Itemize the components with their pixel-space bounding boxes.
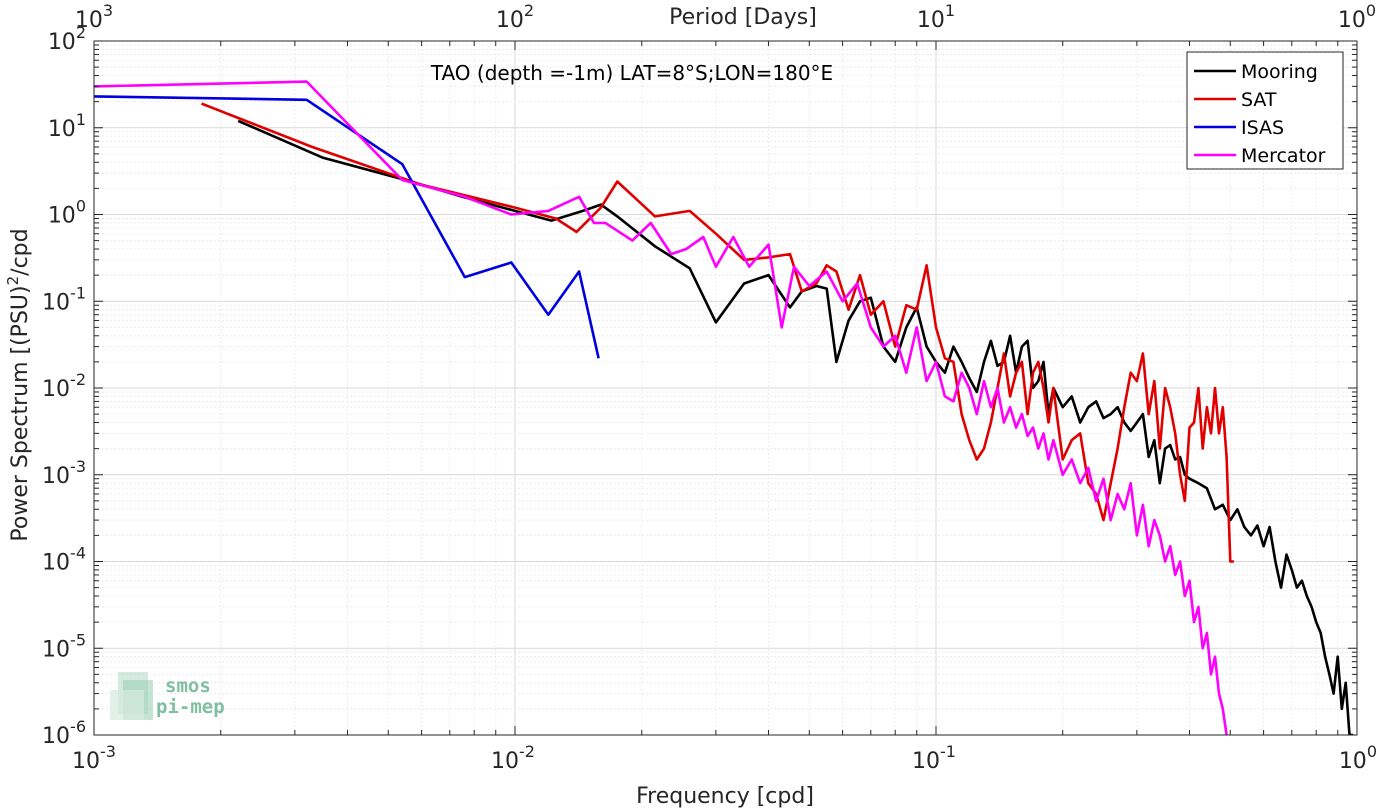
y-tick-label-exponent: -2 bbox=[70, 370, 86, 389]
y-tick-label-base: 10 bbox=[42, 290, 70, 315]
series-line-mercator bbox=[94, 80, 1228, 735]
y-tick-label-exponent: -1 bbox=[70, 283, 86, 302]
y-tick-label: 10-3 bbox=[42, 457, 86, 489]
legend-label-mercator: Mercator bbox=[1241, 145, 1326, 167]
y-tick-label: 10-6 bbox=[42, 717, 86, 749]
y-tick-label-exponent: 0 bbox=[76, 197, 86, 216]
logo-text-pimep: pi-mep bbox=[156, 696, 225, 718]
x-tick-label: 10-1 bbox=[912, 742, 956, 774]
x-tick-label-base: 10 bbox=[912, 749, 940, 774]
chart-title: TAO (depth =-1m) LAT=8°S;LON=180°E bbox=[430, 61, 833, 85]
x-tick-label-base: 10 bbox=[491, 749, 519, 774]
x-tick-label: 10-3 bbox=[72, 742, 116, 774]
grid bbox=[93, 41, 1357, 736]
x2-tick-label-base: 10 bbox=[75, 8, 103, 33]
series-line-sat bbox=[201, 102, 1234, 563]
x-tick-label: 10-2 bbox=[491, 742, 535, 774]
x2-tick-label-base: 10 bbox=[496, 8, 524, 33]
y-tick-label: 10-5 bbox=[42, 630, 86, 662]
x2-tick-label-base: 10 bbox=[917, 8, 945, 33]
top-x-axis-label: Period [Days] bbox=[669, 5, 817, 30]
x2-tick-label-exponent: 0 bbox=[1366, 1, 1376, 20]
x-tick-label-base: 10 bbox=[72, 749, 100, 774]
x-tick-label-exponent: -3 bbox=[100, 742, 116, 761]
y-axis-label-suffix: /cpd bbox=[8, 228, 33, 275]
x-tick-label-base: 10 bbox=[1339, 749, 1367, 774]
y-axis-label-main: Power Spectrum [(PSU) bbox=[8, 285, 33, 541]
x2-tick-label-exponent: 3 bbox=[103, 1, 113, 20]
smos-pi-mep-logo: smos pi-mep bbox=[110, 672, 225, 720]
y-tick-label-exponent: -5 bbox=[70, 630, 86, 649]
y-tick-label-exponent: -4 bbox=[70, 544, 86, 563]
legend: Mooring SAT ISAS Mercator bbox=[1186, 51, 1344, 170]
x-tick-label-exponent: -1 bbox=[940, 742, 956, 761]
y-tick-label: 10-2 bbox=[42, 370, 86, 402]
y-tick-label: 100 bbox=[48, 197, 86, 229]
y-tick-label-base: 10 bbox=[42, 724, 70, 749]
x2-tick-label: 101 bbox=[917, 1, 955, 33]
x2-tick-label-exponent: 2 bbox=[524, 1, 534, 20]
x2-tick-label-exponent: 1 bbox=[945, 1, 955, 20]
y-tick-label: 101 bbox=[48, 110, 86, 142]
y-tick-label-exponent: 1 bbox=[76, 110, 86, 129]
x2-tick-label: 102 bbox=[496, 1, 534, 33]
y-tick-label-exponent: -3 bbox=[70, 457, 86, 476]
x-tick-label: 100 bbox=[1339, 742, 1377, 774]
x2-tick-label: 103 bbox=[75, 1, 113, 33]
y-tick-label-base: 10 bbox=[48, 204, 76, 229]
y-axis-label: Power Spectrum [(PSU)2/cpd bbox=[4, 228, 33, 541]
y-tick-label-base: 10 bbox=[42, 637, 70, 662]
legend-label-sat: SAT bbox=[1241, 89, 1277, 111]
series-line-isas bbox=[94, 95, 600, 359]
y-tick-label: 10-1 bbox=[42, 283, 86, 315]
x-tick-label-exponent: 0 bbox=[1367, 742, 1377, 761]
y-tick-label-base: 10 bbox=[42, 551, 70, 576]
legend-label-isas: ISAS bbox=[1241, 117, 1284, 139]
y-tick-label: 10-4 bbox=[42, 544, 86, 576]
x-axis-label: Frequency [cpd] bbox=[636, 784, 814, 809]
y-tick-label-base: 10 bbox=[42, 464, 70, 489]
series-group bbox=[94, 80, 1354, 735]
y-tick-label-exponent: 2 bbox=[76, 23, 86, 42]
y-tick-label-base: 10 bbox=[48, 117, 76, 142]
y-tick-label-exponent: -6 bbox=[70, 717, 86, 736]
y-axis-label-superscript: 2 bbox=[4, 276, 22, 286]
logo-layer-front bbox=[110, 690, 144, 720]
series-line-mooring bbox=[237, 119, 1354, 735]
x2-tick-label-base: 10 bbox=[1338, 8, 1366, 33]
y-tick-label-base: 10 bbox=[48, 30, 76, 55]
y-tick-label-base: 10 bbox=[42, 377, 70, 402]
y-tick-label: 102 bbox=[48, 23, 86, 55]
x-tick-label-exponent: -2 bbox=[519, 742, 535, 761]
legend-label-mooring: Mooring bbox=[1241, 61, 1318, 83]
logo-text-smos: smos bbox=[165, 675, 211, 697]
x2-tick-label: 100 bbox=[1338, 1, 1376, 33]
